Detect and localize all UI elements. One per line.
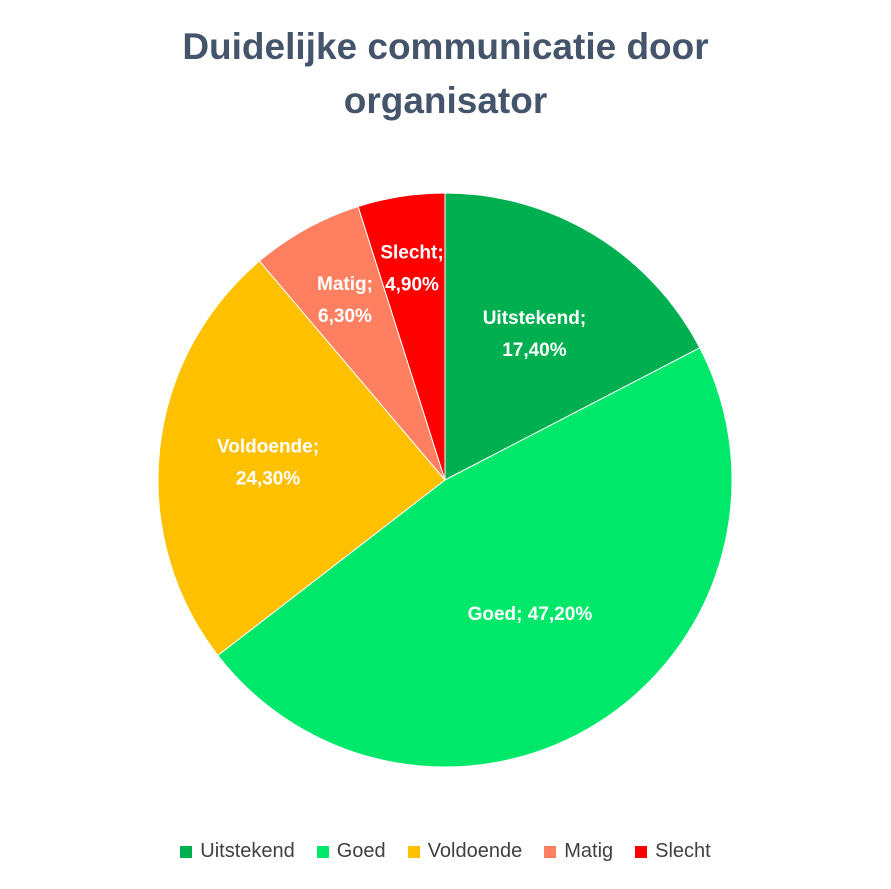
data-label-line: 24,30% [236, 468, 301, 489]
pie-slice-slecht [357, 192, 446, 481]
legend-item-goed: Goed [316, 840, 386, 863]
legend-label: Slecht [655, 840, 711, 862]
legend: Uitstekend Goed Voldoende Matig Slecht [0, 840, 891, 863]
legend-label: Voldoende [427, 840, 523, 862]
data-label-slecht: Slecht; 4,90% [380, 242, 443, 295]
data-label-line: Slecht; [380, 242, 443, 263]
legend-item-matig: Matig [544, 840, 613, 863]
legend-swatch [544, 845, 557, 858]
legend-item-voldoende: Voldoende [407, 840, 523, 863]
data-label-line: 6,30% [318, 306, 372, 327]
data-label-line: Goed; 47,20% [468, 604, 593, 625]
chart-title-line-2: organisator [343, 80, 548, 121]
pie-slice-voldoende [157, 260, 446, 657]
data-label-uitstekend: Uitstekend; 17,40% [483, 308, 586, 361]
legend-label: Goed [336, 840, 386, 862]
data-label-goed: Goed; 47,20% [468, 604, 593, 625]
data-label-line: Voldoende; [217, 436, 319, 457]
legend-item-uitstekend: Uitstekend [180, 840, 295, 863]
data-label-matig: Matig; 6,30% [317, 274, 373, 327]
legend-label: Matig [564, 840, 614, 862]
chart-title: Duidelijke communicatie door organisator [0, 20, 891, 128]
pie-slice-goed [217, 347, 733, 768]
pie-slice-matig [258, 205, 446, 481]
chart-title-line-1: Duidelijke communicatie door [182, 26, 709, 67]
pie-slice-uitstekend [444, 192, 701, 481]
legend-label: Uitstekend [200, 840, 295, 862]
legend-swatch [180, 845, 193, 858]
legend-swatch [316, 845, 329, 858]
data-label-voldoende: Voldoende; 24,30% [217, 436, 319, 489]
legend-item-slecht: Slecht [635, 840, 711, 863]
legend-swatch [635, 845, 648, 858]
data-label-line: 17,40% [502, 340, 567, 361]
data-label-line: 4,90% [385, 274, 439, 295]
data-label-line: Uitstekend; [483, 308, 586, 329]
data-label-line: Matig; [317, 274, 373, 295]
legend-swatch [407, 845, 420, 858]
